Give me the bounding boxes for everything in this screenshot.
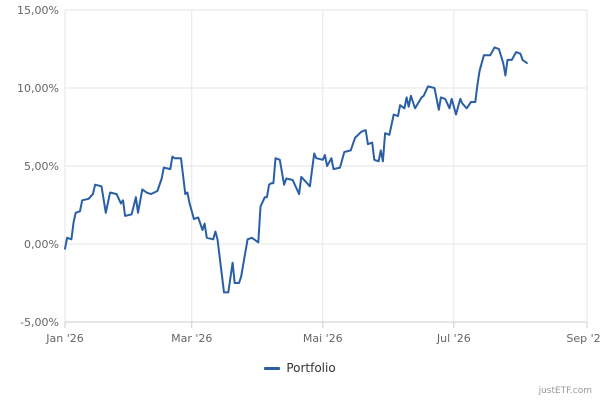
x-axis-ticks <box>64 322 588 328</box>
grid-lines <box>64 9 588 322</box>
x-tick-label-1: Mar '26 <box>171 332 212 345</box>
credit-text[interactable]: justETF.com <box>538 386 592 396</box>
series-line-0 <box>64 46 528 294</box>
legend-swatch-portfolio <box>264 366 281 370</box>
x-tick-label-2: Mai '26 <box>303 332 343 345</box>
x-tick-label-3: Jul '26 <box>436 332 471 345</box>
y-tick-label-3: 0,00% <box>24 238 59 251</box>
y-tick-label-4: -5,00% <box>20 316 59 329</box>
series-group <box>64 46 528 294</box>
y-tick-label-0: 15,00% <box>17 4 59 17</box>
y-tick-label-1: 10,00% <box>17 82 59 95</box>
x-axis-labels: Jan '26 Mar '26 Mai '26 Jul '26 Sep '26 <box>45 332 600 345</box>
y-axis-labels: 15,00% 10,00% 5,00% 0,00% -5,00% <box>17 4 59 329</box>
legend[interactable]: Portfolio <box>0 361 600 375</box>
x-tick-label-4: Sep '26 <box>566 332 600 345</box>
x-tick-label-0: Jan '26 <box>45 332 83 345</box>
legend-label-portfolio: Portfolio <box>286 361 336 375</box>
y-tick-label-2: 5,00% <box>24 160 59 173</box>
